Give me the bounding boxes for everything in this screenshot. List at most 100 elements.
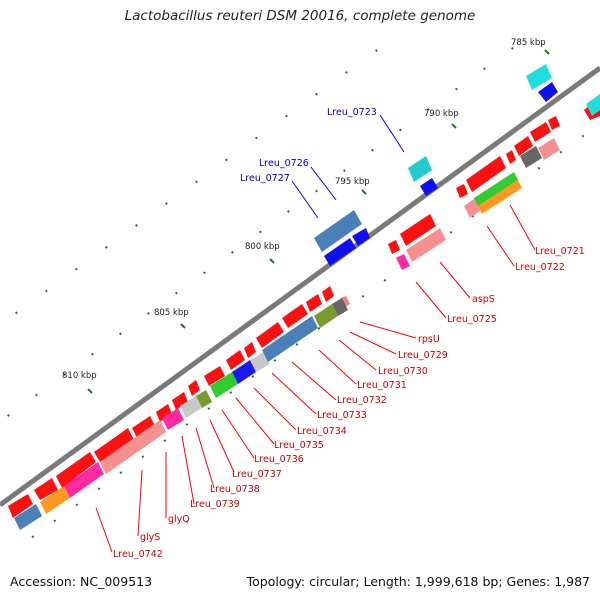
- gene-label[interactable]: Lreu_0737: [232, 469, 282, 480]
- gene-block[interactable]: [180, 396, 202, 418]
- guide-dot: [383, 278, 387, 282]
- guide-dot: [314, 92, 318, 96]
- gene-arrow[interactable]: [388, 240, 400, 254]
- gene-arrow[interactable]: [466, 156, 506, 192]
- gene-label[interactable]: Lreu_0735: [274, 440, 324, 451]
- gene-arrow[interactable]: [282, 304, 308, 328]
- guide-dot: [119, 471, 123, 475]
- gene-arrow[interactable]: [34, 478, 58, 500]
- gene-label[interactable]: Lreu_0739: [190, 499, 240, 510]
- gene-arrow[interactable]: [172, 392, 188, 410]
- gene-label[interactable]: Lreu_0731: [357, 380, 407, 391]
- gene-arrow[interactable]: [538, 82, 558, 102]
- gene-block[interactable]: [478, 180, 522, 214]
- gene-label[interactable]: Lreu_0733: [317, 410, 367, 421]
- gene-arrow[interactable]: [244, 342, 256, 358]
- gene-block[interactable]: [314, 210, 362, 252]
- guide-dot: [175, 291, 178, 295]
- gene-block[interactable]: [162, 408, 184, 430]
- gene-block[interactable]: [210, 372, 238, 398]
- gene-block[interactable]: [100, 420, 166, 474]
- gene-arrow[interactable]: [530, 122, 551, 142]
- gene-block[interactable]: [250, 352, 270, 372]
- guide-dot: [295, 343, 299, 346]
- guide-dot: [581, 134, 585, 138]
- gene-block[interactable]: [332, 298, 348, 316]
- gene-label[interactable]: Lreu_0722: [515, 262, 565, 273]
- guide-dot: [314, 189, 318, 193]
- gene-block[interactable]: [408, 156, 432, 182]
- gene-block[interactable]: [64, 462, 104, 498]
- guide-dot: [141, 455, 145, 459]
- gene-block[interactable]: [586, 94, 600, 116]
- guide-dot: [374, 49, 378, 53]
- guide-dot: [163, 439, 167, 443]
- gene-block[interactable]: [14, 504, 42, 530]
- gene-label[interactable]: Lreu_0734: [297, 426, 347, 437]
- gene-arrow[interactable]: [94, 428, 134, 462]
- gene-label[interactable]: Lreu_0725: [447, 314, 497, 325]
- guide-dot: [254, 136, 258, 140]
- gene-label[interactable]: Lreu_0742: [113, 549, 163, 560]
- gene-arrow[interactable]: [324, 238, 356, 266]
- gene-block[interactable]: [40, 486, 70, 514]
- gene-label[interactable]: Lreu_0730: [378, 366, 428, 377]
- gene-arrow[interactable]: [420, 178, 438, 196]
- gene-arrow[interactable]: [56, 452, 96, 488]
- gene-label[interactable]: rpsU: [418, 334, 440, 345]
- gene-block[interactable]: [262, 316, 318, 362]
- gene-arrow[interactable]: [322, 286, 334, 302]
- gene-label[interactable]: Lreu_0732: [337, 395, 387, 406]
- guide-dot: [104, 245, 108, 249]
- gene-arrow[interactable]: [352, 228, 370, 246]
- gene-block[interactable]: [314, 304, 338, 328]
- gene-label[interactable]: glyQ: [168, 514, 190, 525]
- gene-label[interactable]: aspS: [472, 294, 495, 305]
- guide-dot: [229, 391, 233, 394]
- gene-label[interactable]: glyS: [140, 532, 160, 543]
- gene-arrow[interactable]: [226, 350, 245, 370]
- gene-block[interactable]: [526, 64, 552, 90]
- gene-arrow[interactable]: [514, 136, 533, 156]
- gene-block[interactable]: [474, 172, 518, 206]
- gene-arrow[interactable]: [188, 380, 200, 396]
- colored-gene-blocks: [14, 138, 560, 530]
- guide-dot: [97, 487, 101, 491]
- gene-label[interactable]: Lreu_0721: [535, 246, 585, 257]
- guide-dot: [251, 375, 255, 378]
- guide-dot: [370, 148, 374, 152]
- guide-dot: [6, 414, 10, 417]
- guide-dot: [537, 166, 541, 170]
- guide-dot: [399, 128, 402, 132]
- guide-dot: [164, 202, 168, 206]
- gene-block[interactable]: [196, 390, 212, 408]
- forward-gene-labels: Lreu_0723 Lreu_0726 Lreu_0727: [240, 107, 377, 184]
- gene-arrow[interactable]: [506, 150, 516, 164]
- gene-block[interactable]: [538, 138, 560, 160]
- gene-block[interactable]: [520, 146, 542, 168]
- gene-label[interactable]: Lreu_0729: [398, 350, 448, 361]
- gene-arrow[interactable]: [204, 366, 225, 386]
- gene-label[interactable]: Lreu_0738: [210, 484, 260, 495]
- guide-dot: [35, 393, 38, 397]
- gene-arrow[interactable]: [132, 416, 155, 438]
- gene-block[interactable]: [232, 360, 256, 384]
- reverse-gene-labels: Lreu_0721 Lreu_0722 aspS Lreu_0725 rpsU …: [113, 246, 585, 560]
- gene-arrow[interactable]: [456, 184, 468, 198]
- gene-arrow[interactable]: [548, 116, 560, 130]
- guide-dot: [345, 71, 348, 74]
- gene-block[interactable]: [406, 228, 446, 262]
- gene-label[interactable]: Lreu_0736: [254, 454, 304, 465]
- gene-label[interactable]: Lreu_0727: [240, 173, 290, 184]
- gene-label[interactable]: Lreu_0726: [259, 158, 309, 169]
- gene-arrow[interactable]: [306, 294, 322, 312]
- guide-dot: [285, 114, 288, 118]
- gene-arrow[interactable]: [8, 494, 33, 518]
- gene-arrow[interactable]: [156, 404, 172, 422]
- gene-block[interactable]: [396, 254, 410, 270]
- gene-arrow[interactable]: [400, 214, 436, 246]
- gene-label[interactable]: Lreu_0723: [327, 107, 377, 118]
- gene-arrow[interactable]: [256, 322, 284, 348]
- guide-dot: [273, 359, 277, 362]
- scale-labels: 785 kbp 790 kbp 795 kbp 800 kbp 805 kbp …: [62, 38, 546, 381]
